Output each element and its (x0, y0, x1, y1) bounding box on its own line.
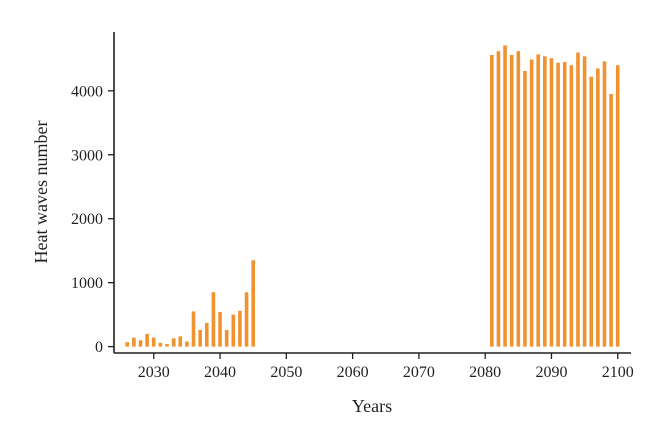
bar-2028 (138, 340, 143, 347)
bar-2090 (549, 58, 554, 347)
x-tick-label-2030: 2030 (138, 364, 170, 381)
x-tick-label-2080: 2080 (469, 364, 501, 381)
bar-2093 (569, 65, 574, 347)
y-tick-label-4000: 4000 (71, 83, 103, 100)
bar-2031 (158, 342, 163, 347)
y-axis-ticks: 0 1000 2000 3000 4000 (71, 83, 114, 356)
bar-2082 (496, 51, 501, 347)
x-axis-ticks: 2030 2040 2050 2060 2070 2080 2090 2100 (138, 353, 634, 381)
bar-2097 (596, 68, 600, 347)
bar-2081 (490, 55, 494, 347)
x-tick-label-2070: 2070 (403, 364, 435, 381)
bar-2029 (145, 333, 149, 347)
bar-2040 (218, 312, 222, 347)
bar-2091 (556, 62, 560, 347)
bar-2039 (211, 292, 216, 347)
bars-group (125, 45, 620, 347)
bar-2096 (589, 76, 594, 347)
y-tick-label-0: 0 (95, 339, 103, 356)
bar-2087 (529, 59, 534, 347)
bar-2033 (171, 338, 176, 347)
x-axis-title: Years (352, 396, 392, 416)
x-tick-label-2090: 2090 (535, 364, 567, 381)
bar-2095 (582, 56, 587, 347)
bar-2034 (178, 336, 183, 347)
bar-2099 (609, 94, 613, 347)
bar-2042 (231, 314, 236, 347)
y-axis-title: Heat waves number (31, 121, 51, 264)
bar-2044 (244, 292, 249, 347)
bar-2043 (238, 310, 242, 347)
bar-2032 (165, 344, 169, 347)
bar-2085 (516, 51, 521, 347)
bar-2026 (125, 342, 130, 347)
bar-2083 (503, 45, 507, 347)
bar-2088 (536, 54, 541, 347)
bar-2100 (615, 65, 620, 347)
bar-2098 (602, 61, 607, 347)
bar-2089 (543, 56, 547, 347)
bar-2036 (191, 311, 196, 347)
y-tick-label-3000: 3000 (71, 147, 103, 164)
x-tick-label-2100: 2100 (602, 364, 634, 381)
bar-2045 (251, 260, 255, 347)
x-tick-label-2060: 2060 (337, 364, 369, 381)
bar-2035 (185, 341, 189, 347)
y-tick-label-2000: 2000 (71, 211, 103, 228)
bar-2094 (576, 52, 580, 347)
x-tick-label-2040: 2040 (204, 364, 236, 381)
bar-2037 (198, 329, 202, 347)
bar-2030 (151, 337, 156, 347)
bar-2086 (523, 71, 527, 347)
bar-2092 (562, 62, 567, 347)
bar-2084 (509, 55, 514, 347)
x-tick-label-2050: 2050 (270, 364, 302, 381)
y-tick-label-1000: 1000 (71, 275, 103, 292)
bar-2041 (224, 329, 229, 347)
bar-2038 (204, 322, 209, 347)
bar-2027 (132, 337, 136, 347)
